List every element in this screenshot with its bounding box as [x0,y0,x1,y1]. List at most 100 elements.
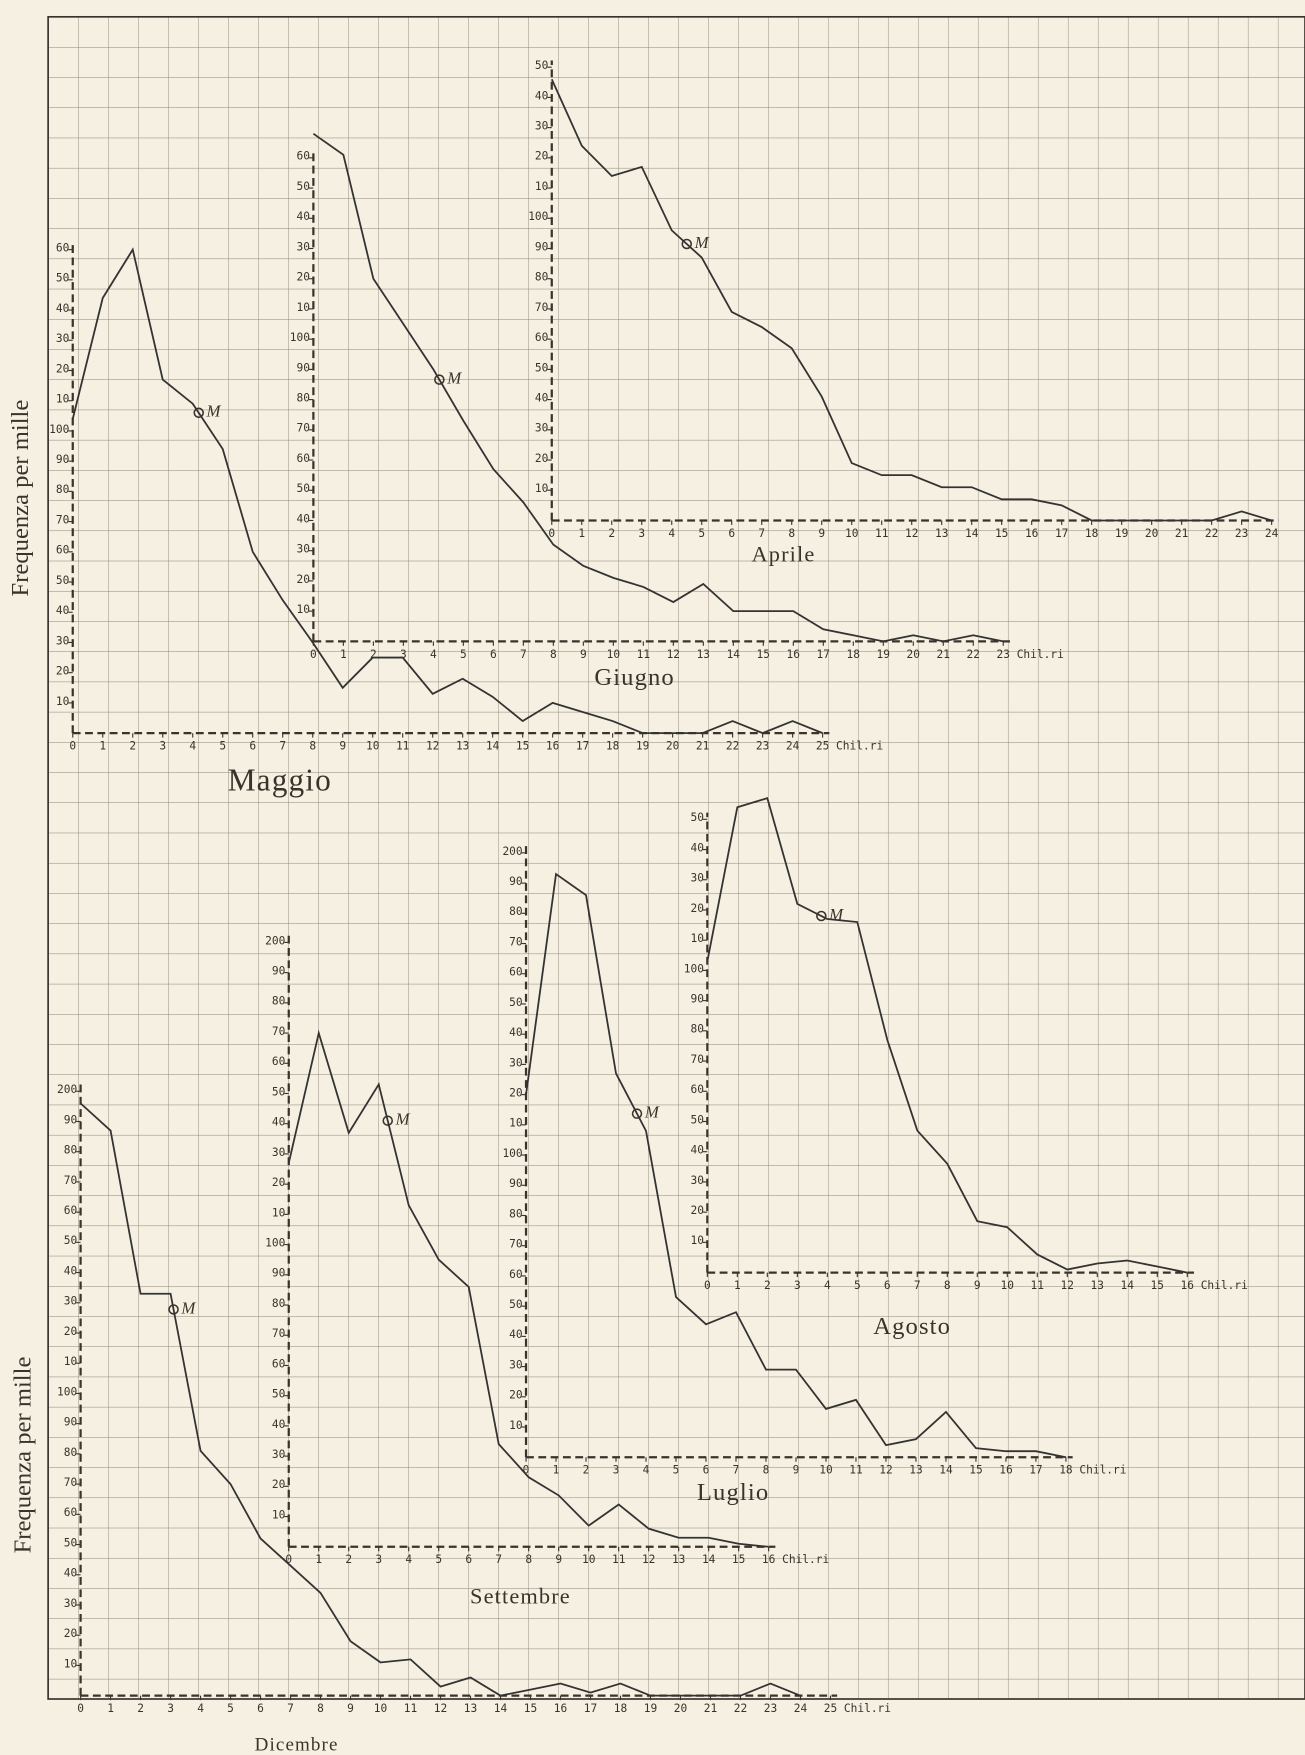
x-tick-label: 19 [1115,527,1128,540]
y-tick-label: 20 [690,902,704,915]
x-tick-label: 8 [309,740,316,753]
x-tick-label: 5 [854,1279,861,1292]
y-tick-label: 10 [272,1508,286,1521]
y-tick-label: 30 [56,634,70,647]
x-tick-label: 13 [464,1702,477,1715]
x-tick-label: 3 [375,1553,382,1566]
x-tick-label: 18 [1059,1464,1073,1477]
data-line [312,132,1004,643]
x-tick-label: 22 [734,1702,747,1715]
x-tick-label: 14 [965,527,979,540]
y-tick-label: 40 [64,1264,78,1277]
y-tick-label: 20 [535,150,549,163]
x-tick-label: 12 [879,1464,892,1477]
mean-marker [193,407,204,419]
x-tick-label: 16 [762,1553,776,1566]
x-tick-label: 11 [637,648,650,661]
x-unit-label: Chil.ri [782,1553,829,1566]
x-tick-label: 0 [523,1464,530,1477]
x-tick-label: 13 [935,527,948,540]
y-tick-label: 200 [502,845,522,858]
x-tick-label: 10 [582,1553,596,1566]
x-tick-label: 3 [159,740,166,753]
y-tick-label: 20 [297,271,311,284]
x-tick-label: 11 [396,740,409,753]
y-tick-label: 20 [56,362,70,375]
y-tick-label: 50 [535,361,549,374]
y-tick-label: 40 [56,302,70,315]
x-tick-label: 12 [667,648,680,661]
x-tick-label: 6 [490,648,497,661]
x-tick-label: 15 [1151,1279,1164,1292]
x-tick-label: 4 [189,740,196,753]
x-tick-label: 8 [550,648,557,661]
x-tick-label: 12 [434,1702,447,1715]
y-tick-label: 30 [690,1174,704,1187]
x-tick-label: 0 [285,1553,292,1566]
x-tick-label: 23 [764,1702,777,1715]
y-tick-label: 50 [56,272,70,285]
y-tick-label: 50 [64,1536,78,1549]
x-tick-label: 5 [460,648,467,661]
x-tick-label: 11 [404,1702,417,1715]
graph-paper [47,15,1305,1700]
y-tick-label: 40 [690,841,704,854]
y-tick-label: 30 [297,543,311,556]
y-tick-label: 30 [690,872,704,885]
chart-name: Giugno [594,664,675,691]
x-tick-label: 14 [727,648,741,661]
y-tick-label: 50 [272,1085,286,1098]
y-tick-label: 20 [690,1204,704,1217]
x-tick-label: 8 [525,1553,532,1566]
x-tick-label: 0 [77,1702,84,1715]
y-tick-label: 70 [64,1476,78,1489]
y-tick-label: 40 [509,1328,523,1341]
x-tick-label: 16 [1181,1279,1195,1292]
y-tick-label: 90 [64,1416,78,1429]
mean-marker [168,1304,179,1315]
y-tick-label: 50 [535,59,549,72]
y-tick-label: 40 [272,1116,286,1129]
x-tick-label: 13 [1091,1279,1104,1292]
x-tick-label: 11 [849,1464,862,1477]
mean-marker [816,910,827,922]
y-tick-label: 50 [64,1234,78,1247]
x-tick-label: 4 [824,1279,831,1292]
y-tick-label: 10 [56,695,70,708]
x-tick-label: 25 [824,1702,837,1715]
y-tick-label: 40 [297,210,311,223]
x-tick-label: 16 [787,648,801,661]
y-tick-label: 100 [290,331,310,344]
y-tick-label: 80 [56,483,70,496]
x-unit-label: Chil.ri [1079,1464,1126,1477]
x-tick-label: 0 [310,648,317,661]
x-tick-label: 20 [674,1702,688,1715]
x-tick-label: 15 [516,740,529,753]
y-tick-label: 30 [272,1146,286,1159]
x-tick-label: 4 [643,1464,650,1477]
x-tick-label: 11 [612,1553,625,1566]
y-tick-label: 10 [56,393,70,406]
x-tick-label: 2 [370,648,377,661]
x-tick-label: 14 [1121,1279,1135,1292]
x-tick-label: 10 [374,1702,388,1715]
y-tick-label: 20 [64,1627,78,1640]
y-tick-label: 10 [690,1234,704,1247]
chart-name: Agosto [873,1313,951,1340]
x-tick-label: 12 [426,740,439,753]
x-tick-label: 8 [763,1464,770,1477]
y-tick-label: 70 [690,1053,704,1066]
mean-marker [681,238,693,250]
y-tick-label: 40 [272,1418,286,1431]
y-tick-label: 60 [509,966,523,979]
y-tick-label: 80 [509,1207,523,1220]
y-tick-label: 80 [272,995,286,1008]
x-tick-label: 4 [405,1553,412,1566]
x-tick-label: 21 [937,648,950,661]
x-tick-label: 23 [1235,527,1248,540]
x-tick-label: 13 [672,1553,685,1566]
x-tick-label: 18 [606,740,620,753]
x-tick-label: 17 [584,1702,597,1715]
data-line [525,872,1067,1459]
x-tick-label: 8 [788,527,795,540]
